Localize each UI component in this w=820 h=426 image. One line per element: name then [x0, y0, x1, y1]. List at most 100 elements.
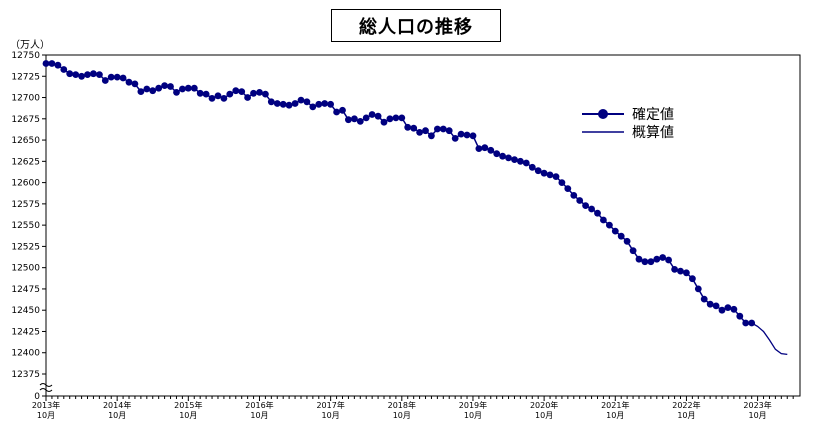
data-point-confirmed — [558, 179, 566, 187]
x-tick-label-month: 10月 — [749, 411, 767, 420]
data-point-confirmed — [617, 232, 625, 240]
data-point-confirmed — [374, 112, 382, 120]
y-tick-label: 12700 — [11, 94, 40, 104]
data-point-confirmed — [161, 82, 169, 89]
data-point-confirmed — [48, 60, 56, 67]
data-point-confirmed — [469, 132, 477, 140]
data-point-confirmed — [659, 254, 667, 261]
x-tick-label-year: 2019年 — [459, 400, 487, 410]
chart-title: 総人口の推移 — [331, 9, 501, 42]
data-point-confirmed — [517, 157, 524, 165]
x-tick-label-month: 10月 — [37, 411, 55, 420]
data-point-confirmed — [600, 216, 607, 224]
data-point-confirmed — [137, 88, 145, 95]
data-point-confirmed — [303, 98, 311, 106]
x-tick-label-month: 10月 — [464, 411, 482, 420]
data-point-confirmed — [546, 171, 554, 179]
data-point-confirmed — [392, 114, 400, 122]
data-point-confirmed — [356, 118, 364, 125]
data-point-confirmed — [179, 85, 186, 93]
data-point-confirmed — [706, 300, 714, 308]
data-point-confirmed — [119, 74, 127, 82]
chart-frame — [45, 54, 801, 397]
data-point-confirmed — [635, 255, 643, 263]
y-tick-label: 12550 — [11, 221, 40, 231]
data-point-confirmed — [564, 185, 572, 193]
y-tick-label: 12650 — [11, 136, 40, 146]
data-point-confirmed — [665, 256, 672, 264]
data-point-confirmed — [416, 129, 423, 136]
data-point-confirmed — [445, 127, 453, 135]
data-point-confirmed — [155, 84, 163, 92]
data-point-confirmed — [724, 304, 732, 311]
x-tick-label-month: 10月 — [606, 411, 624, 420]
y-axis: 12375 12400 12425 12450 12475 12500 12525 12550… — [11, 51, 53, 402]
data-point-confirmed — [232, 87, 240, 95]
legend-label-estimate: 概算値 — [632, 125, 674, 141]
data-point-confirmed — [309, 103, 317, 111]
data-point-confirmed — [113, 73, 121, 81]
data-point-confirmed — [677, 267, 684, 275]
data-point-confirmed — [511, 156, 518, 164]
data-point-confirmed — [457, 130, 465, 138]
y-tick-label: 12675 — [11, 115, 40, 125]
data-point-confirmed — [78, 72, 85, 80]
data-point-confirmed — [368, 111, 376, 118]
data-point-confirmed — [671, 266, 678, 273]
data-point-confirmed — [273, 100, 281, 107]
data-point-confirmed — [611, 227, 619, 235]
axis-break-mark — [39, 388, 53, 392]
data-point-confirmed — [143, 85, 151, 93]
data-point-confirmed — [499, 152, 506, 160]
data-point-confirmed — [528, 163, 536, 171]
data-point-confirmed — [404, 123, 412, 131]
data-point-confirmed — [748, 319, 756, 327]
data-point-confirmed — [410, 124, 418, 132]
data-point-confirmed — [493, 150, 501, 158]
y-tick-label: 12575 — [11, 200, 40, 210]
data-point-confirmed — [428, 132, 435, 140]
data-point-confirmed — [173, 89, 180, 96]
x-axis: 2013年10月2014年10月2015年10月2016年10月2017年10月… — [32, 396, 794, 420]
data-point-confirmed — [267, 98, 275, 106]
data-point-confirmed — [647, 258, 655, 266]
data-point-confirmed — [72, 71, 80, 78]
x-tick-label-month: 10月 — [179, 411, 197, 420]
data-point-confirmed — [712, 302, 720, 310]
x-tick-label-year: 2023年 — [743, 400, 771, 410]
y-tick-label: 12400 — [11, 349, 40, 359]
data-point-confirmed — [220, 95, 228, 102]
data-point-confirmed — [256, 89, 263, 96]
data-point-confirmed — [481, 144, 489, 152]
data-point-confirmed — [238, 88, 246, 95]
data-point-confirmed — [653, 255, 661, 263]
data-point-confirmed — [226, 90, 234, 98]
x-tick-label-month: 10月 — [677, 411, 695, 420]
data-point-confirmed — [422, 127, 429, 135]
data-point-confirmed — [742, 319, 750, 327]
data-point-confirmed — [96, 71, 103, 78]
x-tick-label-year: 2014年 — [103, 400, 131, 410]
data-point-confirmed — [451, 135, 459, 142]
data-point-confirmed — [736, 312, 744, 320]
data-point-confirmed — [534, 167, 542, 175]
data-point-confirmed — [700, 295, 708, 303]
data-point-confirmed — [439, 125, 447, 133]
y-tick-label-zero: 0 — [34, 392, 40, 402]
data-point-confirmed — [60, 66, 68, 73]
data-point-confirmed — [386, 115, 394, 123]
data-point-confirmed — [345, 116, 352, 124]
data-point-confirmed — [730, 305, 738, 313]
y-tick-label: 12500 — [11, 264, 40, 274]
data-point-confirmed — [398, 114, 406, 122]
data-point-confirmed — [522, 159, 530, 167]
data-point-confirmed — [339, 106, 346, 114]
data-point-confirmed — [196, 89, 204, 97]
series-group — [42, 60, 788, 356]
data-point-confirmed — [463, 131, 471, 139]
data-point-confirmed — [629, 247, 637, 255]
data-point-confirmed — [244, 94, 252, 101]
data-point-confirmed — [351, 115, 358, 123]
x-tick-label-year: 2013年 — [32, 400, 60, 410]
